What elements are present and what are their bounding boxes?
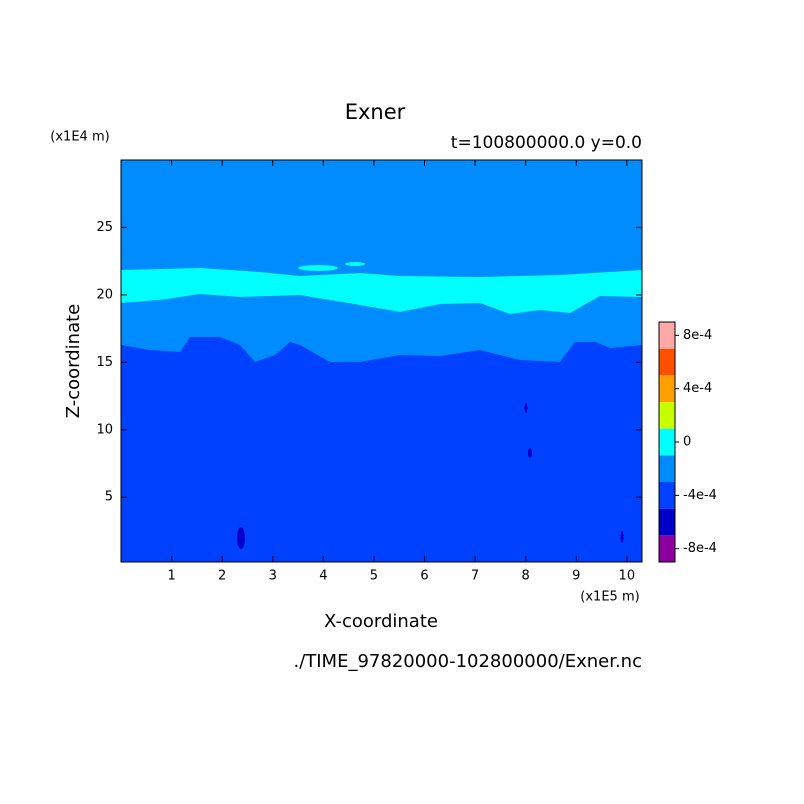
x-tick-label: 5 bbox=[370, 569, 378, 584]
x-tick-label: 2 bbox=[218, 569, 226, 584]
x-axis-label: X-coordinate bbox=[324, 611, 438, 632]
colorbar-band bbox=[659, 375, 675, 402]
y-tick-label: 10 bbox=[96, 422, 113, 437]
contour-region bbox=[620, 531, 624, 543]
chart-subtitle: t=100800000.0 y=0.0 bbox=[451, 133, 642, 153]
y-unit: (x1E4 m) bbox=[50, 130, 109, 145]
contour-region bbox=[121, 268, 642, 314]
x-tick-label: 8 bbox=[522, 569, 530, 584]
colorbar-band bbox=[659, 428, 675, 456]
x-tick-label: 6 bbox=[420, 569, 428, 584]
colorbar-band bbox=[659, 322, 675, 349]
colorbar-tick-label: -4e-4 bbox=[683, 488, 717, 503]
colorbar-band bbox=[659, 455, 675, 482]
x-tick-label: 4 bbox=[319, 569, 327, 584]
y-tick-label: 15 bbox=[96, 355, 113, 370]
footer: ./TIME_97820000-102800000/Exner.nc bbox=[293, 651, 642, 672]
x-tick-label: 1 bbox=[167, 569, 175, 584]
x-unit: (x1E5 m) bbox=[580, 590, 639, 605]
colorbar-tick-label: 0 bbox=[683, 435, 691, 450]
chart-title: Exner bbox=[345, 100, 406, 124]
contour-region bbox=[345, 262, 365, 266]
plot-frame bbox=[120, 159, 643, 563]
x-tick-label: 10 bbox=[619, 569, 636, 584]
contour-region bbox=[237, 527, 245, 549]
contour-region bbox=[528, 448, 532, 458]
colorbar-tick-label: -8e-4 bbox=[683, 541, 717, 556]
colorbar-tick-label: 4e-4 bbox=[683, 381, 712, 396]
y-tick-label: 20 bbox=[96, 287, 113, 302]
x-tick-label: 9 bbox=[572, 569, 580, 584]
contour-field bbox=[121, 160, 642, 562]
y-tick-label: 25 bbox=[96, 220, 113, 235]
contour-region bbox=[524, 403, 528, 413]
colorbar-band bbox=[659, 348, 675, 376]
colorbar-band bbox=[659, 535, 675, 562]
y-tick-label: 5 bbox=[105, 490, 113, 505]
contour-region bbox=[121, 160, 642, 362]
colorbar-band bbox=[659, 402, 675, 429]
colorbar-band bbox=[659, 482, 675, 509]
colorbar-band bbox=[659, 508, 675, 536]
y-axis-label: Z-coordinate bbox=[63, 304, 84, 419]
contour-region bbox=[298, 265, 338, 271]
x-tick-label: 3 bbox=[269, 569, 277, 584]
colorbar-tick-label: 8e-4 bbox=[683, 328, 712, 343]
colorbar-frame bbox=[658, 321, 676, 563]
x-tick-label: 7 bbox=[471, 569, 479, 584]
